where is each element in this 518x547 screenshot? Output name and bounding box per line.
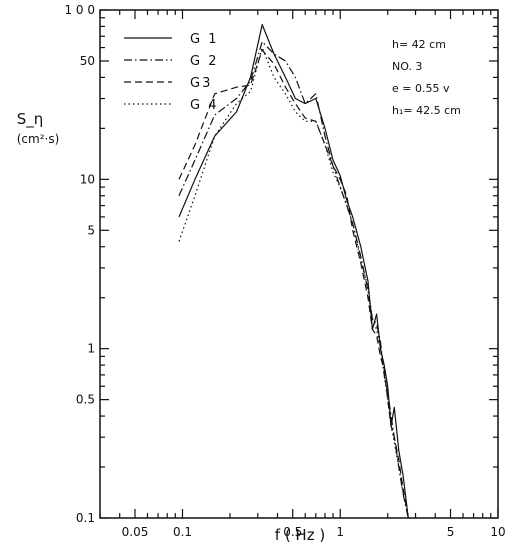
- y-tick-label: 10: [80, 172, 95, 186]
- y-axis-unit-label: (cm²·s): [17, 132, 60, 146]
- plot-border: [99, 9, 499, 519]
- y-tick-label: 1: [87, 342, 95, 356]
- series-line-2: [178, 41, 409, 519]
- annotations: h= 42 cm NO. 3 e = 0.55 v h₁= 42.5 cm: [392, 38, 461, 117]
- y-axis-label: S_η: [17, 110, 44, 129]
- parameter-annotation: NO. 3: [392, 60, 422, 73]
- x-axis-ticks: 0.05 0.1 0.5 1 5 10: [99, 10, 506, 539]
- y-tick-label: 1 0 0: [64, 3, 95, 17]
- y-tick-label: 0.5: [76, 393, 95, 407]
- series-line-4: [178, 47, 409, 519]
- legend: G 1 G 2 G3 G 4: [124, 32, 218, 113]
- parameter-annotation: h= 42 cm: [392, 38, 446, 51]
- legend-label: G 4: [190, 98, 218, 113]
- x-tick-label: 0.1: [173, 525, 192, 539]
- series-line-3: [178, 49, 409, 519]
- y-tick-label: 0.1: [76, 511, 95, 525]
- y-axis-ticks: 0.1 0.5 1 5 10 50 1 0 0: [64, 3, 498, 525]
- legend-label: G 2: [190, 54, 218, 69]
- plot-frame: [99, 9, 499, 519]
- x-tick-label: 0.05: [122, 525, 149, 539]
- parameter-annotation: h₁= 42.5 cm: [392, 104, 461, 117]
- y-tick-label: 5: [87, 223, 95, 237]
- legend-label: G3: [190, 76, 212, 91]
- series-layer: [178, 24, 409, 519]
- parameter-annotation: e = 0.55 v: [392, 82, 450, 95]
- x-tick-label: 0.5: [283, 525, 302, 539]
- y-tick-label: 50: [80, 54, 95, 68]
- legend-label: G 1: [190, 32, 218, 47]
- x-tick-label: 10: [490, 525, 505, 539]
- x-tick-label: 5: [447, 525, 455, 539]
- x-axis-label: f ( Hz ): [275, 526, 325, 544]
- x-tick-label: 1: [336, 525, 344, 539]
